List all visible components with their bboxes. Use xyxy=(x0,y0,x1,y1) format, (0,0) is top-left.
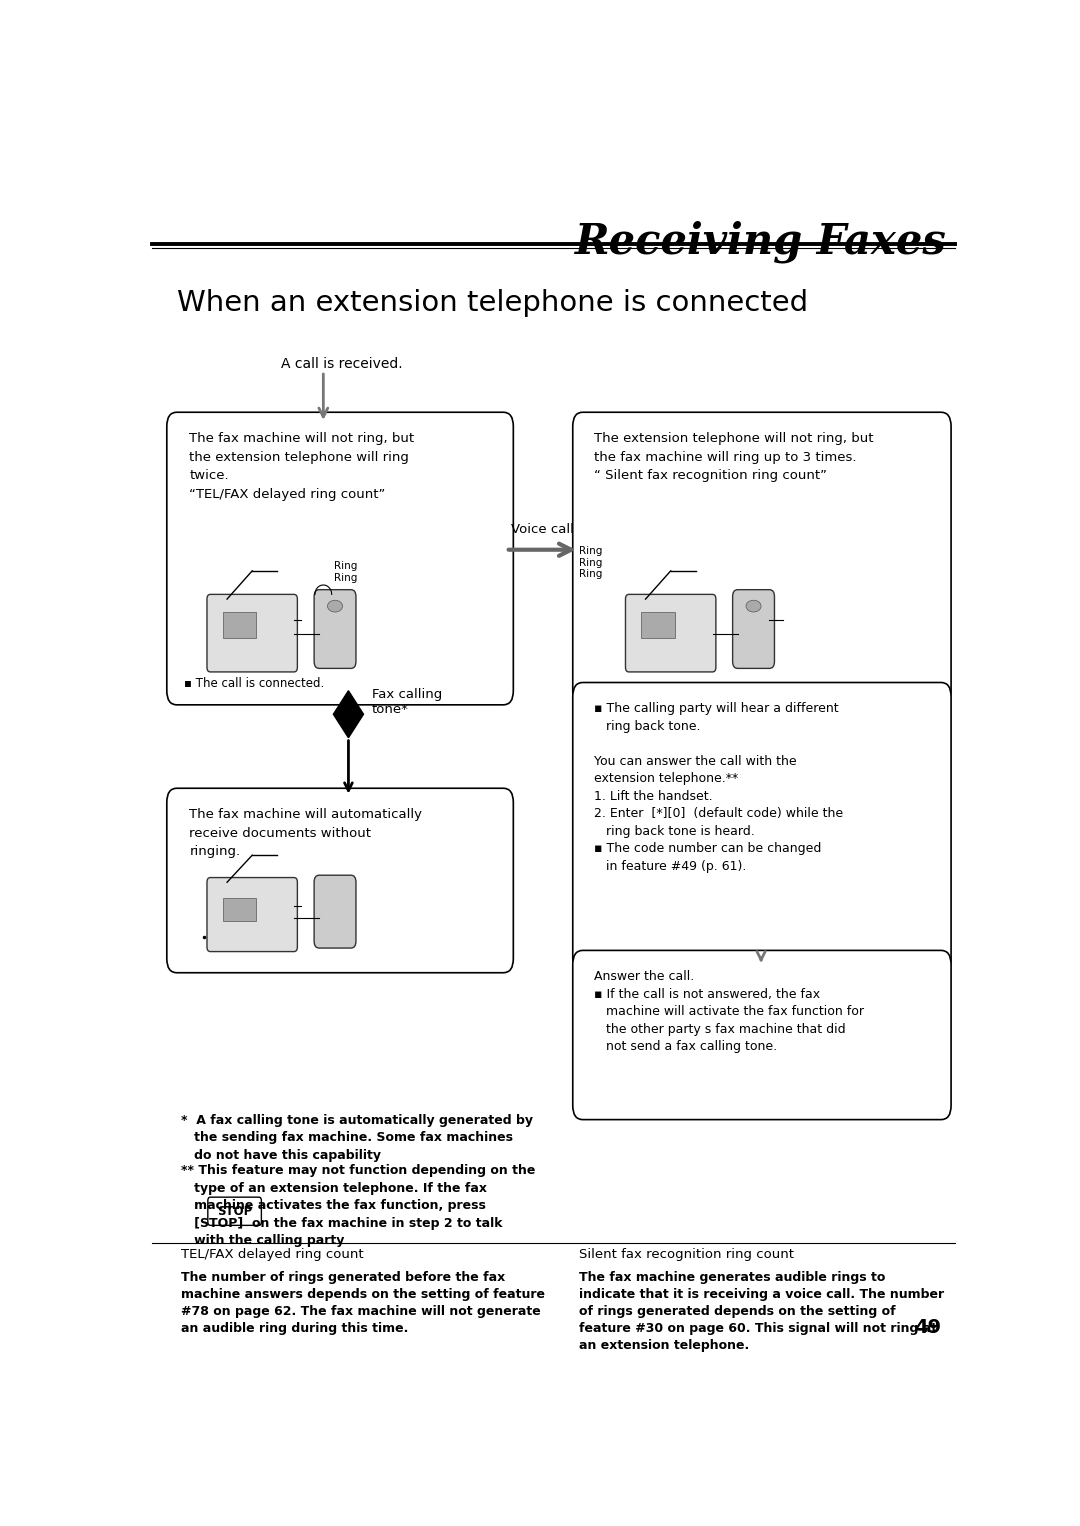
FancyBboxPatch shape xyxy=(732,589,774,668)
FancyBboxPatch shape xyxy=(314,589,356,668)
Text: The extension telephone will not ring, but
the fax machine will ring up to 3 tim: The extension telephone will not ring, b… xyxy=(594,432,873,482)
Text: Silent fax recognition ring count: Silent fax recognition ring count xyxy=(579,1248,794,1260)
Text: 49: 49 xyxy=(914,1318,941,1337)
Ellipse shape xyxy=(327,600,342,612)
Text: The number of rings generated before the fax
machine answers depends on the sett: The number of rings generated before the… xyxy=(181,1271,545,1335)
FancyBboxPatch shape xyxy=(314,876,356,948)
Text: Fax calling
tone*: Fax calling tone* xyxy=(372,688,442,717)
FancyBboxPatch shape xyxy=(166,412,513,705)
Text: The fax machine generates audible rings to
indicate that it is receiving a voice: The fax machine generates audible rings … xyxy=(579,1271,944,1352)
Text: When an extension telephone is connected: When an extension telephone is connected xyxy=(177,288,808,317)
Text: The fax machine will automatically
receive documents without
ringing.: The fax machine will automatically recei… xyxy=(189,809,422,858)
FancyBboxPatch shape xyxy=(166,789,513,972)
Polygon shape xyxy=(334,691,364,737)
Text: *  A fax calling tone is automatically generated by
   the sending fax machine. : * A fax calling tone is automatically ge… xyxy=(181,1114,534,1161)
Bar xyxy=(222,612,256,638)
Text: ** This feature may not function depending on the
   type of an extension teleph: ** This feature may not function dependi… xyxy=(181,1164,536,1247)
Bar xyxy=(222,897,256,922)
Ellipse shape xyxy=(746,600,761,612)
Text: A call is received.: A call is received. xyxy=(282,357,403,371)
Text: ▪ The calling party will hear a different
   ring back tone.

You can answer the: ▪ The calling party will hear a differen… xyxy=(594,702,842,873)
FancyBboxPatch shape xyxy=(625,594,716,671)
Text: The fax machine will not ring, but
the extension telephone will ring
twice.
“TEL: The fax machine will not ring, but the e… xyxy=(189,432,415,501)
Bar xyxy=(642,612,675,638)
Text: ▪ The call is connected.: ▪ The call is connected. xyxy=(184,676,324,690)
Text: Ring
Ring
Ring: Ring Ring Ring xyxy=(579,546,602,578)
Text: Voice call: Voice call xyxy=(511,522,575,536)
Text: TEL/FAX delayed ring count: TEL/FAX delayed ring count xyxy=(181,1248,364,1260)
Text: Answer the call.
▪ If the call is not answered, the fax
   machine will activate: Answer the call. ▪ If the call is not an… xyxy=(594,971,864,1053)
Text: Receiving Faxes: Receiving Faxes xyxy=(576,221,947,262)
Text: Ring
Ring: Ring Ring xyxy=(334,562,357,583)
FancyBboxPatch shape xyxy=(207,594,297,671)
FancyBboxPatch shape xyxy=(572,412,951,705)
FancyBboxPatch shape xyxy=(572,951,951,1120)
Text: STOP: STOP xyxy=(217,1204,253,1218)
FancyBboxPatch shape xyxy=(572,682,951,972)
FancyBboxPatch shape xyxy=(207,877,297,952)
FancyBboxPatch shape xyxy=(207,1198,261,1225)
